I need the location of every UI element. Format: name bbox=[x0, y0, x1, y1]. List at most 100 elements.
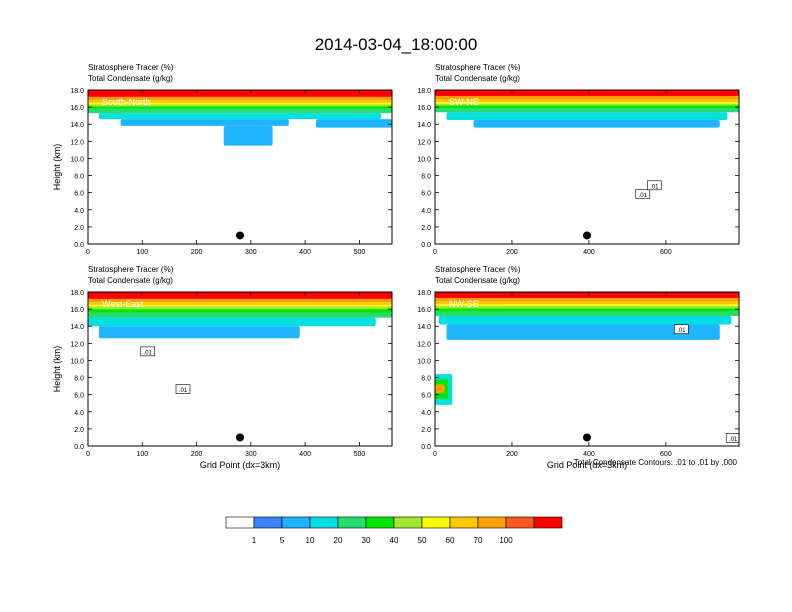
colorbar-label: 30 bbox=[362, 536, 371, 545]
tracer-band-100 bbox=[88, 292, 392, 299]
x-tick-label: 400 bbox=[299, 249, 311, 256]
left-title-line2: Total Condensate (g/kg) bbox=[88, 74, 173, 83]
colorbar-label: 70 bbox=[474, 536, 483, 545]
x-axis-label: Grid Point (dx=3km) bbox=[200, 460, 280, 470]
x-tick-label: 0 bbox=[433, 249, 437, 256]
y-tick-label: 12.0 bbox=[70, 139, 84, 146]
colorbar-swatch bbox=[225, 516, 255, 529]
plot-frame bbox=[87, 291, 393, 447]
tracer-band-70 bbox=[435, 384, 445, 393]
y-axis-label: Height (km) bbox=[52, 144, 62, 191]
tracer-band-100 bbox=[435, 90, 739, 96]
panel-nw-se: .01 .01 NW-SE 0.0 2.0 4.0 6.0 8.0 10.0 12.0 14.0 16… bbox=[417, 265, 740, 470]
plot-frame bbox=[87, 89, 393, 245]
x-tick-label: 300 bbox=[245, 249, 257, 256]
panel-label: South-North bbox=[102, 97, 151, 107]
colorbar-swatch bbox=[337, 516, 367, 529]
colorbar: 1 5 10 20 30 40 50 60 70 100 bbox=[225, 516, 563, 545]
colorbar-label: 60 bbox=[446, 536, 455, 545]
tracer-band-5 bbox=[223, 125, 273, 146]
tracer-band-50 bbox=[435, 303, 739, 306]
y-tick-label: 14.0 bbox=[70, 324, 84, 331]
tracer-band-30 bbox=[88, 309, 392, 313]
x-tick-label: 500 bbox=[354, 451, 366, 458]
tracer-band-60 bbox=[88, 100, 392, 103]
panel-label: NW-SE bbox=[449, 299, 479, 309]
tracer-band-30 bbox=[435, 308, 739, 312]
y-tick-label: 16.0 bbox=[417, 307, 431, 314]
x-tick-label: 0 bbox=[86, 249, 90, 256]
location-marker bbox=[583, 231, 591, 240]
contour-label: .01 bbox=[677, 328, 686, 334]
colorbar-label: 100 bbox=[499, 536, 513, 545]
colorbar-swatch bbox=[449, 516, 479, 529]
tracer-band-70 bbox=[435, 297, 739, 302]
x-tick-label: 400 bbox=[583, 249, 595, 256]
tracer-band-100 bbox=[435, 292, 739, 298]
tracer-band-5 bbox=[120, 119, 289, 126]
tracer-band-40 bbox=[435, 305, 739, 309]
tracer-band-60 bbox=[435, 99, 739, 102]
x-tick-label: 500 bbox=[354, 249, 366, 256]
y-tick-label: 14.0 bbox=[70, 122, 84, 129]
tracer-band-5 bbox=[446, 324, 720, 340]
y-tick-label: 10.0 bbox=[417, 358, 431, 365]
tracer-band-5 bbox=[98, 326, 300, 339]
x-tick-label: 100 bbox=[136, 451, 148, 458]
tracer-band-30 bbox=[88, 106, 392, 109]
plot-frame bbox=[434, 89, 740, 245]
x-tick-label: 600 bbox=[660, 249, 672, 256]
contour-label-box bbox=[140, 346, 156, 357]
y-tick-label: 14.0 bbox=[417, 122, 431, 129]
tracer-band-60 bbox=[435, 301, 739, 304]
y-tick-label: 2.0 bbox=[74, 225, 84, 232]
location-marker bbox=[236, 433, 244, 442]
location-marker bbox=[236, 231, 244, 240]
y-tick-label: 4.0 bbox=[421, 410, 431, 417]
colorbar-label: 20 bbox=[334, 536, 343, 545]
x-tick-label: 200 bbox=[191, 249, 203, 256]
y-tick-label: 0.0 bbox=[74, 242, 84, 249]
contour-label-box bbox=[175, 384, 191, 394]
panel-south-north: South-North 0.0 2.0 4.0 6.0 8.0 10.0 12.0 14.0 16… bbox=[52, 63, 393, 256]
tracer-band-40 bbox=[88, 306, 392, 310]
y-tick-label: 4.0 bbox=[421, 208, 431, 215]
tracer-band-50 bbox=[435, 101, 739, 104]
tracer-band-100 bbox=[88, 90, 392, 97]
tracer-band-20 bbox=[88, 108, 392, 114]
panels: South-North 0.0 2.0 4.0 6.0 8.0 10.0 12.0 14.0 16… bbox=[52, 63, 740, 470]
y-tick-label: 6.0 bbox=[421, 393, 431, 400]
contour-label: .01 bbox=[729, 437, 738, 443]
y-tick-label: 14.0 bbox=[417, 324, 431, 331]
left-title-line1: Stratosphere Tracer (%) bbox=[435, 63, 521, 72]
tracer-band-30 bbox=[435, 105, 739, 108]
colorbar-swatch bbox=[309, 516, 339, 529]
colorbar-label: 40 bbox=[390, 536, 399, 545]
x-tick-label: 200 bbox=[191, 451, 203, 458]
location-marker bbox=[583, 433, 591, 442]
x-tick-label: 400 bbox=[583, 451, 595, 458]
colorbar-swatch bbox=[253, 516, 283, 529]
y-tick-label: 8.0 bbox=[74, 376, 84, 383]
colorbar-swatch bbox=[505, 516, 535, 529]
tracer-band-50 bbox=[88, 102, 392, 105]
left-title-line1: Stratosphere Tracer (%) bbox=[88, 265, 174, 274]
panel-sw-ne: .01.01SW-NE0.02.04.06.08.010.012.014.016… bbox=[417, 63, 740, 256]
y-tick-label: 4.0 bbox=[74, 410, 84, 417]
tracer-band-5 bbox=[473, 119, 720, 128]
colorbar-swatch bbox=[533, 516, 563, 529]
x-tick-label: 600 bbox=[660, 451, 672, 458]
plot-area: .01 .01 bbox=[88, 292, 392, 442]
contour-label-box bbox=[725, 432, 739, 443]
left-title-line2: Total Condensate (g/kg) bbox=[435, 74, 520, 83]
y-tick-label: 8.0 bbox=[421, 376, 431, 383]
y-tick-label: 16.0 bbox=[70, 307, 84, 314]
tracer-band-60 bbox=[88, 302, 392, 305]
colorbar-label: 1 bbox=[252, 536, 257, 545]
contour-label-box bbox=[673, 324, 689, 334]
x-tick-label: 300 bbox=[245, 451, 257, 458]
colorbar-swatch bbox=[281, 516, 311, 529]
y-tick-label: 8.0 bbox=[421, 174, 431, 181]
contour-label: .01 bbox=[639, 193, 648, 199]
y-tick-label: 6.0 bbox=[421, 191, 431, 198]
